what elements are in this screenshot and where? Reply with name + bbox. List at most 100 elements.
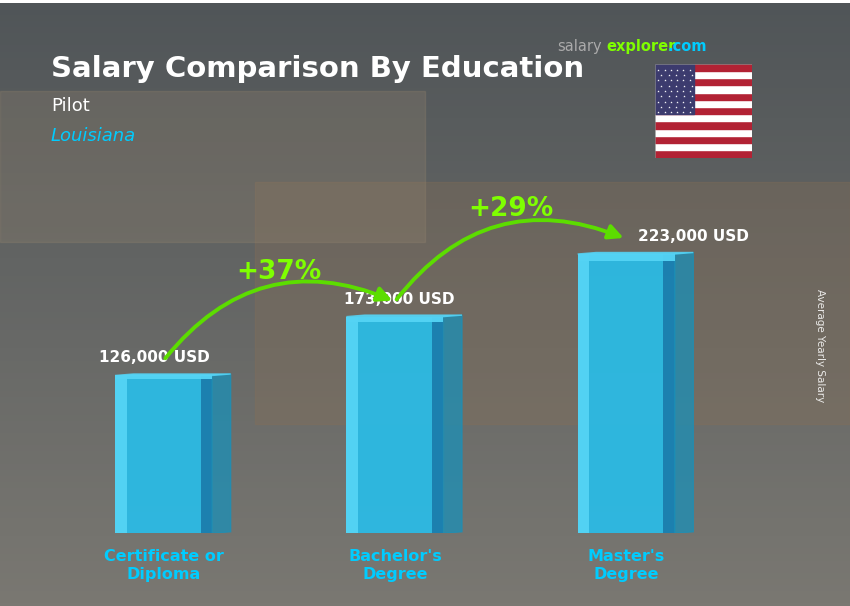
Bar [0,506,850,512]
Bar [0,548,850,554]
Text: Pilot: Pilot [51,97,90,115]
Bar [0,603,850,606]
Bar [0,52,850,58]
Bar [578,254,675,533]
Bar [0,142,850,148]
Bar [0,203,850,209]
Bar [0,21,850,27]
Bar [654,150,752,158]
Bar [0,385,850,391]
Text: 223,000 USD: 223,000 USD [638,229,749,244]
Bar [115,376,127,533]
Bar [0,27,850,33]
Bar [0,221,850,227]
Bar [578,254,589,533]
Polygon shape [444,315,462,533]
Polygon shape [115,374,230,376]
Bar [0,245,850,251]
Bar [654,121,752,128]
Bar [0,476,850,482]
Bar [0,542,850,548]
Bar [0,91,425,242]
Bar [654,85,752,93]
Bar [654,107,752,114]
Bar [0,191,850,197]
Bar [0,597,850,603]
Bar [0,421,850,427]
Bar [0,82,850,88]
Bar [0,39,850,45]
Bar [0,197,850,203]
Bar [654,143,752,150]
Bar [346,316,358,533]
Bar [0,300,850,306]
Bar [0,124,850,130]
Bar [0,148,850,155]
Bar [346,316,444,322]
Bar [654,114,752,121]
Bar [0,330,850,336]
Bar [0,391,850,397]
Bar [0,185,850,191]
Bar [0,573,850,579]
Bar [0,536,850,542]
Bar [0,500,850,506]
Bar [0,530,850,536]
Bar [0,76,850,82]
Bar [0,167,850,173]
Bar [654,71,752,78]
Bar [0,306,850,312]
Bar [654,64,694,114]
Bar [0,585,850,591]
Bar [0,336,850,342]
Bar [0,579,850,585]
Bar [654,78,752,85]
Bar [654,100,752,107]
Text: Salary Comparison By Education: Salary Comparison By Education [51,55,584,82]
Bar [0,258,850,264]
Polygon shape [212,374,230,533]
Bar [0,161,850,167]
Bar [0,342,850,348]
Text: Average Yearly Salary: Average Yearly Salary [815,289,825,402]
Bar [0,451,850,458]
Bar [0,215,850,221]
Bar [0,512,850,518]
Bar [0,106,850,112]
Polygon shape [675,253,694,533]
Bar [0,282,850,288]
Bar [0,15,850,21]
Bar [0,94,850,100]
Bar [663,254,675,533]
Text: Louisiana: Louisiana [51,127,136,145]
Text: 126,000 USD: 126,000 USD [99,350,210,365]
Bar [0,355,850,361]
Bar [0,118,850,124]
Bar [0,427,850,433]
Bar [0,488,850,494]
Bar [0,433,850,439]
Bar [0,270,850,276]
Bar [0,348,850,355]
Bar [0,554,850,561]
Bar [0,100,850,106]
Bar [578,254,675,261]
Bar [0,58,850,64]
Bar [0,312,850,318]
Bar [0,373,850,379]
Polygon shape [346,315,462,316]
Bar [0,470,850,476]
Bar [346,316,444,533]
Bar [0,173,850,179]
Text: .com: .com [667,39,706,55]
Bar [0,233,850,239]
Bar [0,379,850,385]
Bar [432,316,444,533]
Bar [0,209,850,215]
Bar [654,128,752,136]
Bar [0,288,850,294]
Bar [0,403,850,409]
Text: explorer: explorer [606,39,676,55]
Bar [0,415,850,421]
Bar [654,64,752,71]
